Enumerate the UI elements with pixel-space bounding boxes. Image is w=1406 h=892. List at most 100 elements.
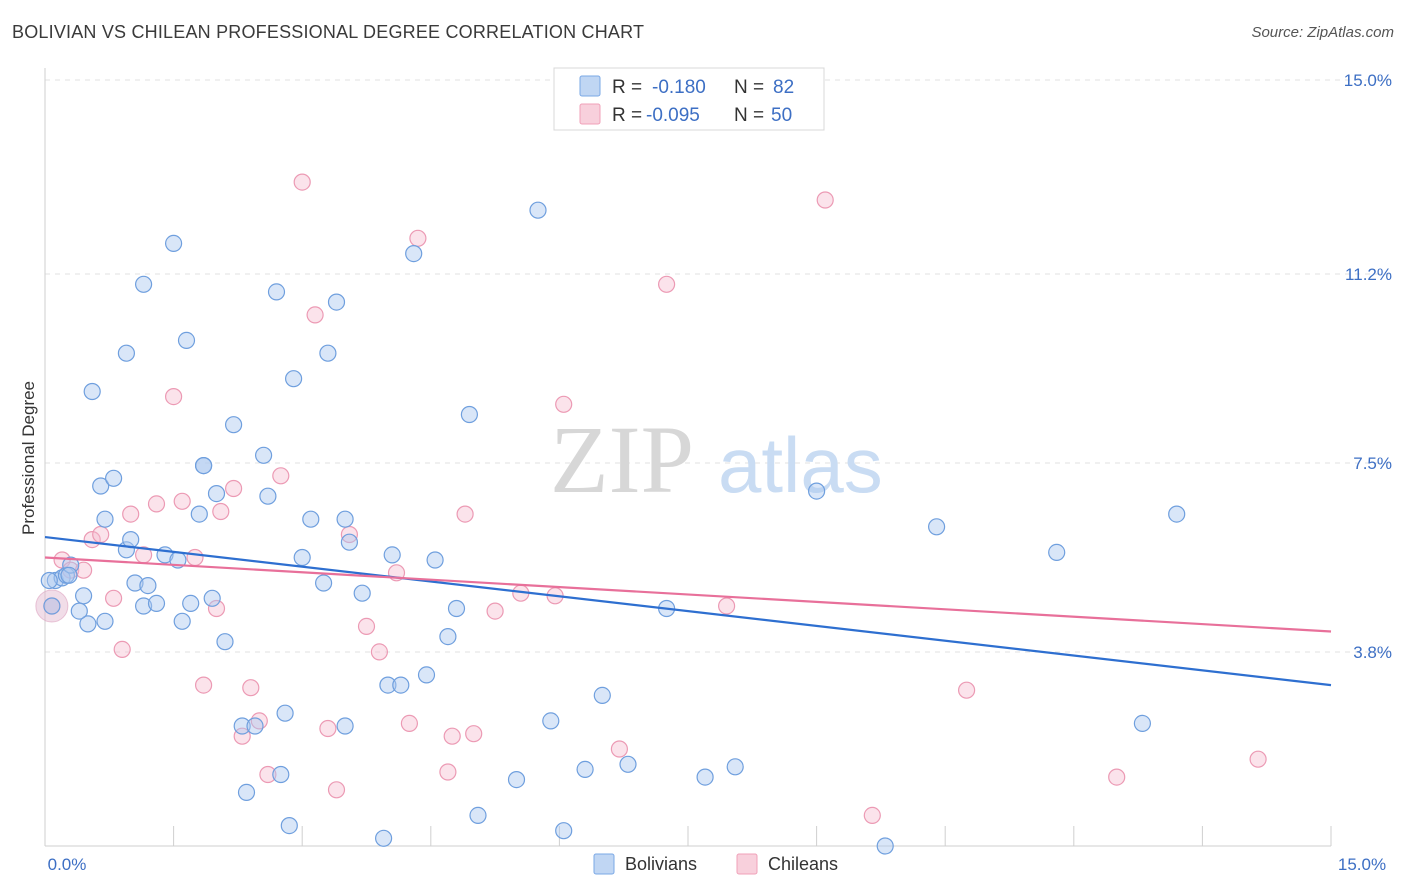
chileans-point-8: [122, 505, 140, 523]
series-legend: Bolivians Chileans: [593, 853, 838, 875]
chileans-point-41: [610, 740, 629, 758]
bolivians-point-33: [267, 283, 286, 301]
bolivians-point-8: [92, 477, 110, 495]
grid-lines: [45, 79, 1392, 653]
bolivians-point-37: [285, 370, 303, 388]
series-legend-swatch-bolivians: [593, 853, 615, 875]
bolivians-point-62: [593, 686, 611, 705]
highlight-point: [35, 589, 69, 623]
bolivians-point-30: [246, 717, 264, 735]
bolivians-point-27: [225, 416, 243, 434]
legend-r-value-1: -0.180: [652, 77, 706, 98]
bolivians-point-4: [74, 587, 93, 605]
chileans-point-46: [863, 806, 881, 825]
chileans-point-40: [555, 395, 573, 413]
bolivians-point-81: [43, 597, 61, 615]
legend-r-label-2: R =: [612, 105, 642, 126]
bolivians-point-67: [807, 482, 826, 500]
chileans-point-34: [443, 727, 461, 745]
chileans-point-22: [272, 467, 290, 485]
y-tick-label-0: 3.8%: [1353, 643, 1392, 662]
bolivians-trend-line: [44, 535, 1332, 687]
chileans-point-28: [357, 617, 376, 636]
legend-n-label-1: N =: [734, 77, 764, 98]
legend-r-label-1: R =: [612, 77, 642, 98]
chileans-point-25: [319, 719, 337, 738]
bolivians-point-31: [255, 446, 273, 464]
chileans-point-36: [465, 725, 483, 743]
bolivians-point-55: [460, 405, 478, 424]
bolivians-point-80: [375, 829, 393, 847]
bolivians-point-11: [96, 510, 114, 528]
series-bolivians: [40, 201, 1186, 855]
chileans-point-17: [225, 479, 243, 498]
bolivians-point-58: [529, 201, 547, 219]
chileans-point-32: [409, 229, 427, 247]
bolivians-point-68: [876, 837, 894, 855]
bolivians-point-14: [126, 574, 144, 592]
bolivians-point-38: [293, 548, 311, 567]
bolivians-point-35: [276, 704, 294, 722]
bolivians-point-73: [165, 234, 183, 252]
chileans-point-37: [486, 602, 504, 620]
bolivians-point-42: [327, 293, 346, 311]
chileans-point-19: [242, 679, 260, 697]
bolivians-point-56: [469, 806, 487, 825]
bolivians-point-49: [392, 676, 410, 694]
bolivians-point-65: [696, 768, 714, 786]
bolivians-point-75: [177, 331, 196, 349]
chileans-point-47: [957, 681, 976, 699]
bolivians-point-59: [542, 712, 560, 730]
bolivians-point-78: [60, 566, 78, 584]
chileans-point-11: [165, 388, 183, 406]
bolivians-point-66: [726, 758, 744, 776]
bolivians-point-43: [336, 510, 354, 528]
bolivians-point-53: [439, 627, 457, 646]
series-legend-label-chileans: Chileans: [768, 854, 838, 874]
bolivians-point-44: [340, 533, 358, 551]
bolivians-point-77: [195, 457, 213, 475]
chileans-point-6: [104, 589, 123, 607]
legend-swatch-chileans: [579, 103, 601, 125]
bolivians-point-10: [104, 469, 123, 487]
chileans-point-44: [717, 597, 736, 615]
bolivians-point-20: [173, 612, 191, 630]
legend-n-label-2: N =: [734, 105, 764, 126]
x-tick-label-max: 15.0%: [1338, 855, 1386, 874]
chileans-point-31: [400, 714, 418, 733]
chileans-point-48: [1108, 768, 1126, 786]
chileans-point-26: [327, 781, 346, 799]
chileans-point-7: [113, 640, 131, 659]
bolivians-point-61: [576, 760, 594, 779]
chileans-point-49: [1249, 750, 1267, 768]
chileans-point-45: [816, 191, 834, 209]
y-axis-label: Professional Degree: [19, 381, 38, 535]
watermark: ZIP atlas: [550, 406, 883, 513]
bolivians-point-71: [1133, 714, 1152, 733]
bolivians-point-50: [405, 245, 423, 263]
bolivians-point-15: [135, 597, 153, 615]
bolivians-point-47: [383, 546, 401, 564]
series-legend-label-bolivians: Bolivians: [625, 854, 697, 874]
chileans-point-5: [92, 525, 110, 544]
bolivians-point-40: [315, 574, 333, 592]
bolivians-point-17: [147, 594, 166, 613]
chileans-trend-line: [44, 556, 1332, 633]
bolivians-point-60: [555, 822, 573, 840]
bolivians-point-9: [96, 612, 114, 630]
chileans-point-21: [259, 765, 277, 784]
correlation-legend: R = -0.180 N = 82 R = -0.095 N = 50: [553, 67, 825, 131]
bolivians-point-63: [619, 755, 637, 773]
chileans-point-33: [439, 763, 457, 781]
chileans-point-13: [186, 548, 204, 567]
bolivians-point-51: [417, 666, 436, 684]
bolivians-point-74: [135, 275, 153, 293]
bolivians-point-24: [203, 589, 221, 607]
bolivians-point-76: [117, 344, 136, 362]
y-tick-label-3: 15.0%: [1344, 71, 1392, 90]
bolivians-point-41: [319, 344, 337, 362]
legend-n-value-1: 82: [773, 77, 794, 98]
trend-lines: [44, 535, 1332, 687]
source-label: Source: ZipAtlas.com: [1251, 24, 1394, 41]
